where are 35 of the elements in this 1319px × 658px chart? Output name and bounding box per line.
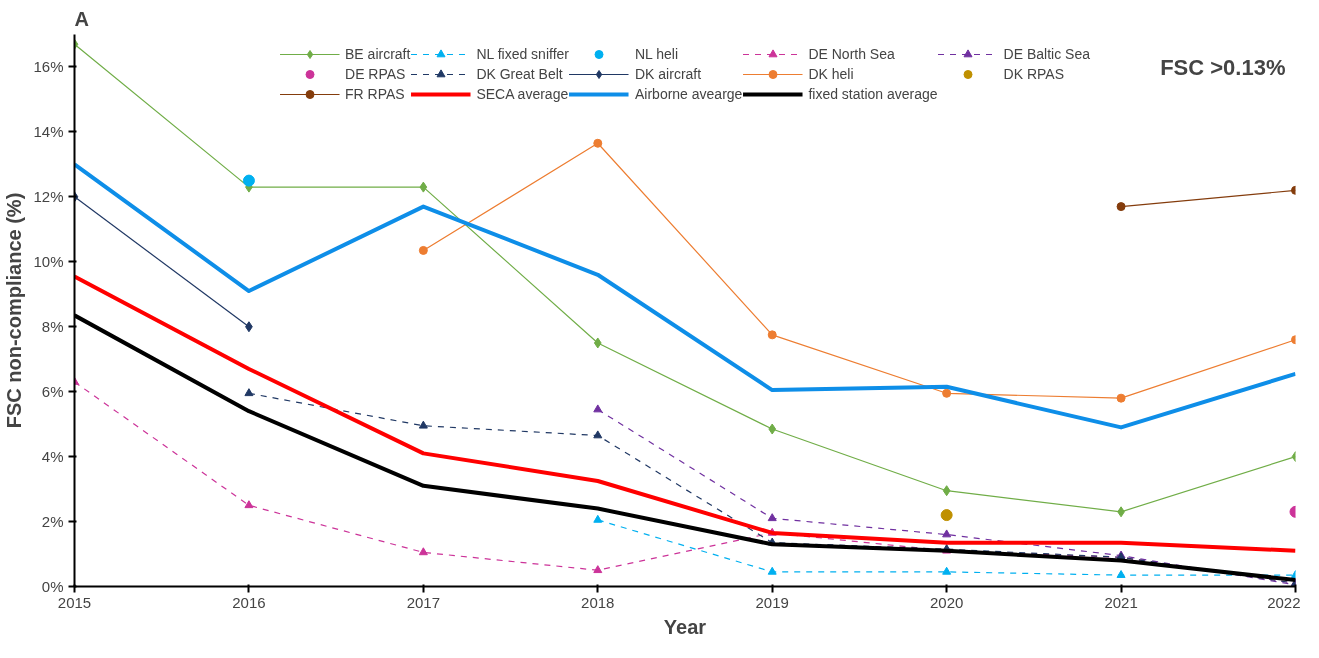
legend-label: DK heli [808, 66, 854, 82]
y-tick-label: 4% [41, 448, 64, 466]
x-tick-label: 2020 [929, 593, 964, 611]
x-tick-label: 2018 [581, 593, 615, 611]
legend-label: DE North Sea [808, 46, 895, 62]
x-tick-label: 2015 [57, 593, 92, 611]
legend-label: fixed station average [808, 86, 938, 102]
x-tick-label: 2021 [1104, 593, 1138, 611]
y-tick-label: 12% [33, 188, 64, 206]
x-tick-label: 2022 [1267, 593, 1301, 611]
y-tick-label: 8% [41, 318, 64, 336]
legend-label: DE Baltic Sea [1003, 46, 1090, 62]
legend-label: FR RPAS [345, 86, 405, 102]
x-axis-title: Year [663, 615, 707, 638]
x-tick-label: 2016 [232, 593, 266, 611]
legend-label: SECA average [476, 86, 569, 102]
annotation: FSC >0.13% [1160, 54, 1286, 80]
y-axis-title: FSC non-compliance (%) [3, 192, 26, 429]
text: A [74, 7, 89, 30]
legend-label: DK Great Belt [476, 66, 563, 82]
y-tick-label: 16% [33, 58, 64, 76]
legend-label: NL fixed sniffer [476, 46, 569, 62]
y-tick-label: 10% [33, 253, 64, 271]
legend-label: NL heli [634, 46, 679, 62]
y-tick-label: 2% [41, 513, 64, 531]
legend-label: Airborne avearge [634, 86, 743, 102]
legend-label: DK aircraft [634, 66, 702, 82]
legend-label: DK RPAS [1003, 66, 1065, 82]
y-tick-label: 14% [33, 123, 64, 141]
y-tick-label: 0% [41, 578, 64, 595]
legend-label: DE RPAS [345, 66, 406, 82]
legend-label: BE aircraft [345, 46, 411, 62]
x-tick-label: 2017 [406, 593, 441, 611]
y-tick-label: 6% [41, 383, 64, 401]
x-tick-label: 2019 [755, 593, 789, 611]
